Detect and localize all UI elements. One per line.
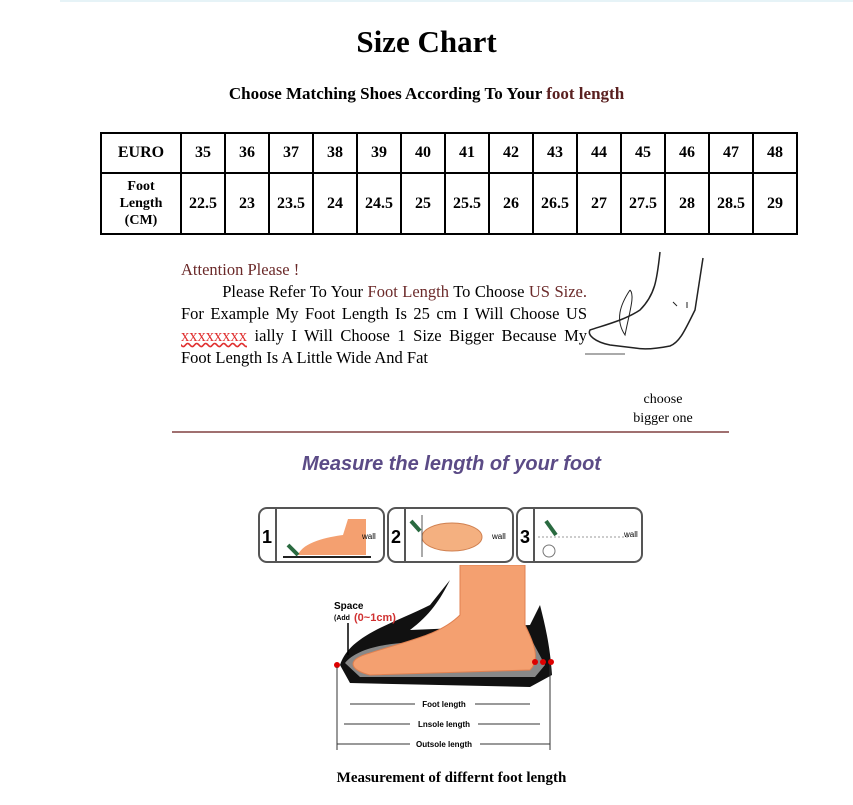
- foot-length-cell: 28.5: [708, 172, 754, 235]
- note-line: bigger one: [633, 411, 693, 426]
- subtitle: Choose Matching Shoes According To Your …: [0, 84, 853, 104]
- foot-sketch-icon: [585, 251, 704, 355]
- step-number: 3: [520, 527, 530, 547]
- euro-header: EURO: [100, 132, 182, 174]
- foot-length-cell: 29: [752, 172, 798, 235]
- foot-length-cell: 27.5: [620, 172, 666, 235]
- insole-length-label: Lnsole length: [418, 720, 470, 729]
- space-range: (0~1cm): [354, 612, 396, 624]
- euro-size-cell: 44: [576, 132, 622, 174]
- attention-note: Attention Please ! Please Refer To Your …: [181, 259, 587, 369]
- euro-size-cell: 48: [752, 132, 798, 174]
- note-highlight: US Size.: [528, 282, 588, 301]
- wall-label: wall: [361, 532, 376, 541]
- note-highlight: Foot Length: [367, 282, 450, 301]
- top-border: [60, 0, 853, 2]
- note-text: To Choose: [449, 282, 529, 301]
- choose-bigger-note: choose bigger one: [620, 390, 706, 428]
- euro-size-cell: 39: [356, 132, 402, 174]
- euro-size-cell: 43: [532, 132, 578, 174]
- foot-length-header: Foot Length (CM): [100, 172, 182, 235]
- header-line: Length: [119, 196, 163, 211]
- wall-label: wall: [491, 532, 506, 541]
- diagram-caption: Measurement of differnt foot length: [336, 770, 567, 786]
- note-line: choose: [643, 392, 683, 407]
- euro-size-cell: 35: [180, 132, 226, 174]
- subtitle-highlight: foot length: [546, 84, 625, 103]
- step-number: 2: [391, 527, 401, 547]
- subtitle-text: Choose Matching Shoes According To Your: [228, 84, 547, 103]
- space-label: Space: [334, 601, 364, 612]
- wall-label: wall: [623, 530, 638, 539]
- header-line: (CM): [124, 213, 158, 228]
- step-1: 1 wall: [258, 507, 385, 563]
- step-number: 1: [262, 527, 272, 547]
- measure-heading: Measure the length of your foot: [302, 453, 601, 475]
- foot-length-cell: 22.5: [180, 172, 226, 235]
- outsole-length-label: Outsole length: [416, 740, 472, 749]
- euro-size-cell: 36: [224, 132, 270, 174]
- step-3: 3 wall: [516, 507, 643, 563]
- page-title: Size Chart: [356, 24, 497, 59]
- foot-length-cell: 23: [224, 172, 270, 235]
- euro-size-cell: 40: [400, 132, 446, 174]
- foot-length-cell: 26: [488, 172, 534, 235]
- note-redacted: xxxxxxxx: [181, 326, 247, 345]
- foot-length-cell: 26.5: [532, 172, 578, 235]
- note-text: Please Refer To Your: [222, 282, 368, 301]
- attention-heading: Attention Please !: [181, 260, 300, 279]
- euro-size-cell: 38: [312, 132, 358, 174]
- foot-length-label: Foot length: [422, 700, 466, 709]
- foot-length-cell: 28: [664, 172, 710, 235]
- euro-size-cell: 47: [708, 132, 754, 174]
- foot-length-row: Foot Length (CM) 22.5 23 23.5 24 24.5 25 25.5 26 26…: [100, 172, 798, 235]
- euro-size-cell: 37: [268, 132, 314, 174]
- euro-size-cell: 41: [444, 132, 490, 174]
- measure-steps-illustration: 1 wall 2 wall 3 wall: [258, 507, 643, 563]
- euro-row: EURO 35 36 37 38 39 40 41 42 43 44 45 46 47 48: [100, 132, 798, 174]
- euro-size-cell: 45: [620, 132, 666, 174]
- divider: [172, 431, 729, 433]
- add-label: (Add: [334, 615, 350, 622]
- shoe-measurement-diagram: Space (Add (0~1cm) Foot length Lnsole le…: [334, 565, 554, 751]
- step-2: 2 wall: [387, 507, 514, 563]
- foot-length-cell: 25: [400, 172, 446, 235]
- foot-length-cell: 24.5: [356, 172, 402, 235]
- header-line: Foot: [127, 179, 155, 194]
- foot-length-cell: 25.5: [444, 172, 490, 235]
- note-text: ially I Will Choose 1 Size Bigger Becaus…: [181, 326, 587, 367]
- foot-length-cell: 24: [312, 172, 358, 235]
- foot-length-cell: 23.5: [268, 172, 314, 235]
- euro-size-cell: 46: [664, 132, 710, 174]
- note-text: For Example My Foot Length Is 25 cm I Wi…: [181, 304, 587, 323]
- foot-length-cell: 27: [576, 172, 622, 235]
- size-table: EURO 35 36 37 38 39 40 41 42 43 44 45 46 47 48 Foot Len…: [100, 132, 798, 235]
- euro-size-cell: 42: [488, 132, 534, 174]
